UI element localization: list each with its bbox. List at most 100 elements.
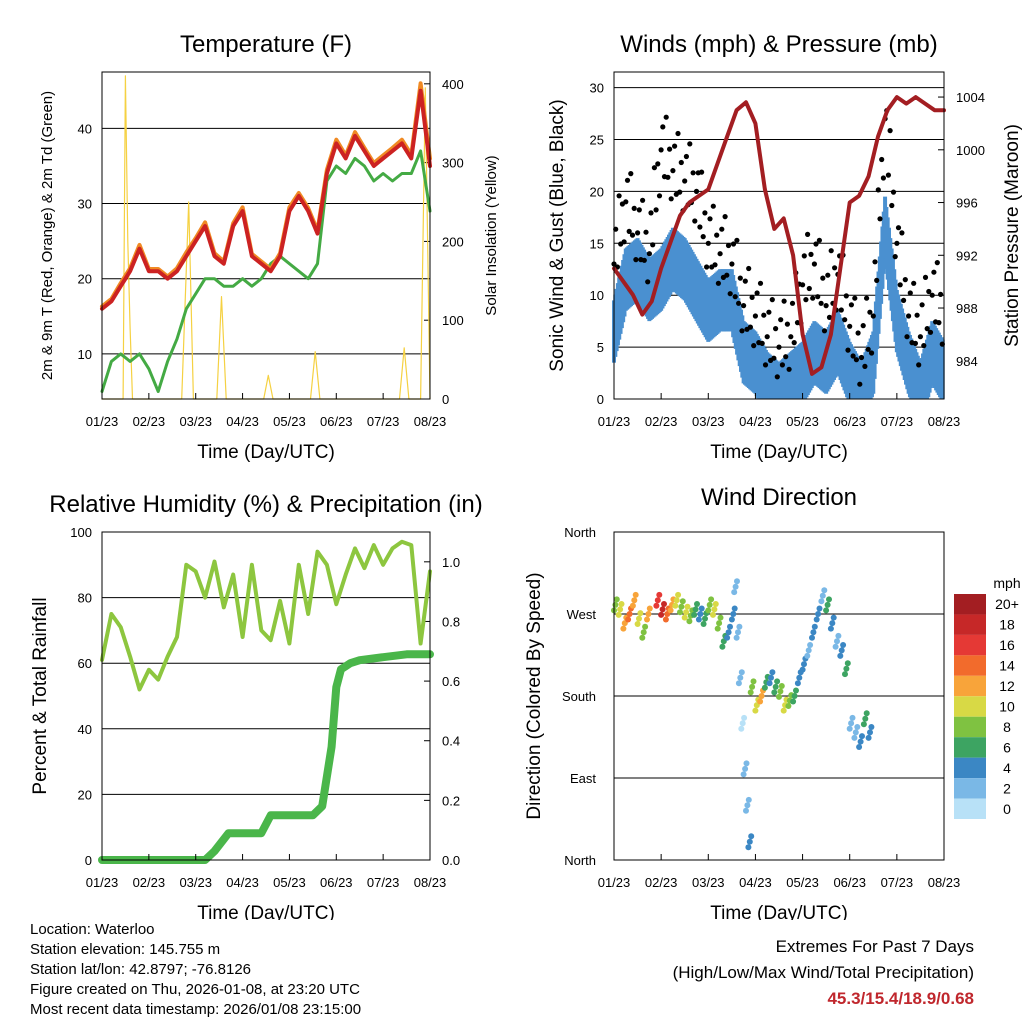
wind-direction-point [700, 621, 707, 627]
wind-direction-point [684, 603, 691, 610]
series-gust-point [742, 278, 748, 284]
series-gust-point [732, 294, 738, 300]
y-tick-label-3: North [564, 525, 596, 540]
series-gust-point [820, 275, 826, 281]
y2-tick-label-1: 988 [956, 301, 978, 316]
series-gust-point [741, 303, 747, 309]
colorbar-label: 2 [1003, 780, 1011, 796]
wind-direction-point [712, 601, 719, 607]
station-latlon: Station lat/lon: 42.8797; -76.8126 [30, 961, 252, 978]
wind-direction-point [731, 589, 738, 596]
series-gust-point [803, 297, 809, 303]
wind-direction-point [724, 634, 731, 641]
series-gust-point [806, 285, 812, 292]
series-gust-point [704, 264, 710, 270]
series-gust-point [705, 240, 711, 246]
series-gust-point [786, 366, 792, 372]
series-gust-point [862, 363, 868, 369]
wind-direction-point [710, 611, 716, 618]
series-gust-point [875, 187, 881, 193]
y-tick-label-1: 10 [590, 288, 604, 303]
wind-direction-point [615, 611, 622, 618]
series-gust-point [936, 320, 942, 326]
colorbar-label: 12 [999, 678, 1015, 694]
y2-tick-label-1: 1000 [956, 143, 985, 158]
wind-direction-point [646, 605, 653, 612]
series-gust-point [800, 282, 806, 288]
y-tick-label-2: 80 [78, 591, 92, 606]
x-axis-label-0: Time (Day/UTC) [197, 442, 335, 463]
wind-direction-point [851, 734, 858, 741]
series-gust-point [808, 251, 814, 257]
wind-direction-point [618, 601, 625, 607]
wind-direction-point [838, 647, 845, 654]
series-gust-point [774, 374, 780, 380]
recent-timestamp: Most recent data timestamp: 2026/01/08 2… [30, 1001, 362, 1018]
wind-direction-point [702, 615, 708, 622]
series-gust-point [842, 317, 848, 323]
wind-direction-point [686, 618, 693, 625]
x-axis-label-2: Time (Day/UTC) [197, 903, 335, 920]
wind-direction-point [769, 669, 776, 676]
y2-tick-label-2: 0.0 [442, 853, 460, 868]
wind-direction-point [829, 620, 836, 627]
wind-direction-point [742, 765, 749, 772]
series-gust-point [865, 346, 871, 352]
series-gust-point [848, 302, 855, 308]
wind-direction-point [826, 596, 832, 603]
y2-tick-label-1: 984 [956, 354, 978, 369]
series-gust-point [902, 277, 908, 283]
wind-direction-point [738, 669, 745, 676]
series-gust-point [818, 300, 824, 306]
series-gust-point [816, 237, 823, 243]
y-tick-label-3: East [570, 771, 596, 786]
x-tick-label-0: 05/23 [273, 414, 306, 429]
plot-frame-0 [101, 71, 431, 400]
y2-tick-label-0: 0 [442, 392, 449, 407]
series-gust-point [635, 230, 641, 236]
series-gust-point [779, 362, 786, 368]
wind-direction-point [631, 597, 638, 604]
y-tick-label-0: 20 [78, 272, 92, 287]
series-gust-point [832, 265, 838, 271]
y2-tick-label-2: 1.0 [442, 555, 460, 570]
wind-direction-point [834, 638, 840, 645]
series-gust-point [623, 199, 629, 205]
series-gust-point [911, 280, 917, 286]
wind-direction-point [823, 607, 830, 614]
wind-direction-point [645, 611, 652, 617]
series-gust-point [692, 218, 698, 224]
y-tick-label-3: North [564, 853, 596, 868]
station-info: Location: Waterloo Station elevation: 14… [30, 920, 361, 1020]
wind-direction-point [757, 698, 764, 705]
series-gust-point [880, 175, 887, 181]
extremes-title: Extremes For Past 7 Days [775, 937, 974, 956]
wind-direction-point [725, 629, 732, 636]
x-tick-label-0: 06/23 [320, 414, 353, 429]
series-gust-point [872, 259, 878, 265]
series-gust-point [759, 340, 765, 346]
y-tick-label-0: 40 [78, 121, 92, 136]
series-gust-point [921, 343, 927, 349]
series-gust-point [805, 231, 811, 237]
x-tick-label-3: 08/23 [928, 875, 961, 890]
series-gust-point [683, 153, 690, 160]
series-gust-point [734, 237, 740, 243]
x-tick-label-2: 01/23 [86, 875, 119, 890]
wind-direction-point [677, 609, 683, 616]
wind-direction-point [848, 720, 855, 727]
series-gust-point [736, 300, 742, 306]
series-gust-point [682, 178, 688, 184]
colorbar-swatch [954, 655, 986, 676]
x-tick-label-3: 07/23 [881, 875, 914, 890]
x-tick-label-1: 06/23 [833, 414, 866, 429]
series-gust-point [757, 280, 764, 286]
colorbar-label: 16 [999, 637, 1015, 653]
series-gust-point [904, 334, 910, 340]
y-tick-label-1: 20 [590, 184, 604, 199]
wind-direction-point [824, 601, 831, 608]
wind-direction-point [636, 615, 642, 622]
series-gust-point [621, 239, 627, 245]
plot-frame-2 [101, 531, 431, 861]
series-gust-point [670, 168, 676, 174]
